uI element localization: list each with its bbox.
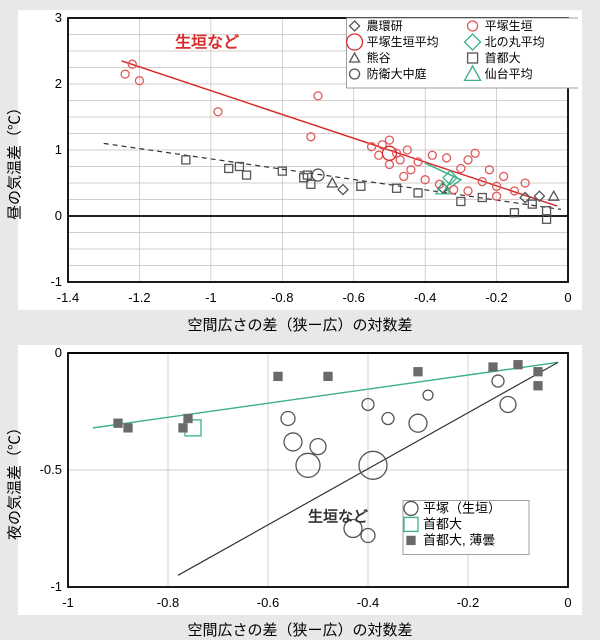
svg-text:-1.2: -1.2 (128, 290, 150, 305)
svg-text:-0.2: -0.2 (457, 595, 479, 610)
svg-text:熊谷: 熊谷 (367, 50, 391, 65)
nighttime-chart: 夜の気温差（℃） -1-0.8-0.6-0.4-0.20-1-0.50生垣など平… (18, 345, 582, 615)
chart2-svg: -1 -0.8 -0.6 -0.4 -0.2 0 -1 -0.5 0 生垣など 平塚（生垣）首都大首… (18, 345, 578, 615)
svg-text:平塚生垣: 平塚生垣 (485, 19, 533, 33)
chart2-xlabel: 空間広さの差（狭ー広）の対数差 (0, 619, 600, 640)
svg-text:2: 2 (55, 76, 62, 91)
svg-text:-1: -1 (50, 579, 62, 594)
svg-text:-0.8: -0.8 (157, 595, 179, 610)
svg-text:農環研: 農環研 (367, 19, 403, 33)
svg-text:0: 0 (564, 595, 571, 610)
daytime-chart: 昼の気温差（℃） -1.4-1.2-1-0.8-0.6-0.4-0.20-101… (18, 10, 582, 310)
svg-text:仙台平均: 仙台平均 (485, 66, 533, 81)
svg-text:平塚生垣平均: 平塚生垣平均 (367, 35, 439, 49)
svg-text:首都大, 薄曇: 首都大, 薄曇 (423, 532, 495, 547)
svg-text:-0.6: -0.6 (257, 595, 279, 610)
svg-text:-0.4: -0.4 (357, 595, 379, 610)
svg-text:首都大: 首都大 (485, 51, 521, 65)
svg-text:0: 0 (564, 290, 571, 305)
svg-text:-0.4: -0.4 (414, 290, 436, 305)
svg-text:1: 1 (55, 142, 62, 157)
svg-text:-0.2: -0.2 (485, 290, 507, 305)
svg-text:-0.5: -0.5 (40, 462, 62, 477)
svg-text:-0.6: -0.6 (343, 290, 365, 305)
svg-text:-1: -1 (50, 274, 62, 289)
svg-text:0: 0 (55, 208, 62, 223)
svg-text:首都大: 首都大 (423, 516, 462, 531)
svg-text:3: 3 (55, 10, 62, 25)
svg-text:-1: -1 (62, 595, 74, 610)
svg-text:防衛大中庭: 防衛大中庭 (367, 66, 427, 81)
chart2-ylabel: 夜の気温差（℃） (4, 420, 25, 540)
svg-text:-1: -1 (205, 290, 217, 305)
chart1-svg: -1.4 -1.2 -1 -0.8 -0.6 -0.4 -0.2 0 -1 0 1 2 3 生垣など 農環研… (18, 10, 578, 310)
chart1-ylabel: 昼の気温差（℃） (4, 100, 25, 220)
svg-text:-0.8: -0.8 (271, 290, 293, 305)
svg-text:0: 0 (55, 345, 62, 360)
svg-text:生垣など: 生垣など (175, 33, 239, 52)
svg-text:生垣など: 生垣など (308, 507, 368, 525)
svg-text:-1.4: -1.4 (57, 290, 79, 305)
chart1-xlabel: 空間広さの差（狭ー広）の対数差 (0, 314, 600, 335)
svg-text:平塚（生垣）: 平塚（生垣） (423, 500, 501, 515)
svg-text:北の丸平均: 北の丸平均 (485, 35, 545, 49)
